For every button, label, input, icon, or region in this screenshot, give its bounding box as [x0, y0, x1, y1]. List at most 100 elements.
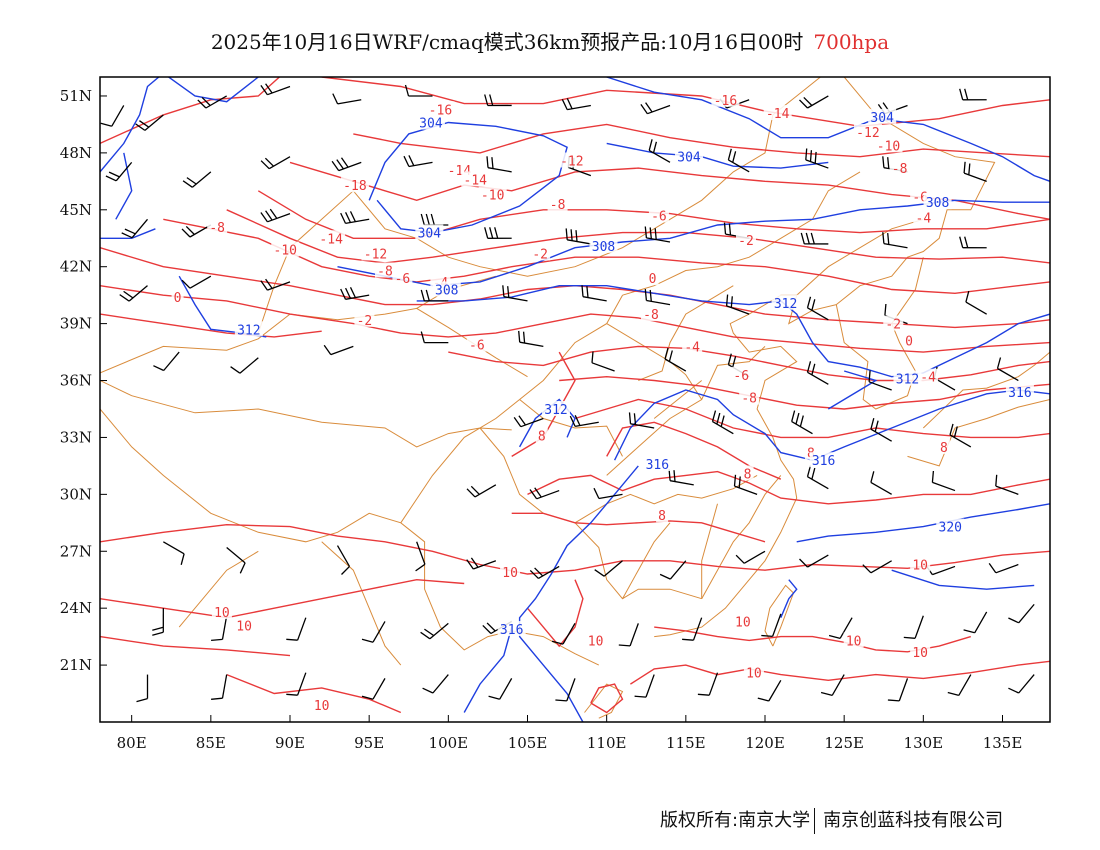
wind-barb: [226, 546, 246, 574]
y-tick-label: 33N: [60, 428, 92, 446]
y-tick-label: 39N: [60, 315, 92, 333]
temperature-label: -10: [481, 189, 504, 204]
geopotential-label: 316: [1008, 386, 1031, 401]
temperature-label: 8: [940, 441, 948, 456]
temperature-label: -6: [395, 272, 411, 287]
geopotential-contour-line: [613, 389, 1050, 461]
temperature-contour-line: [100, 285, 1050, 353]
temperature-contour-line: [527, 470, 1050, 505]
contour-label-background: [478, 186, 507, 202]
x-tick-label: 110E: [587, 734, 627, 752]
temperature-contour-line: [606, 421, 782, 480]
temperature-label: -8: [643, 308, 659, 323]
wind-barb: [594, 560, 623, 577]
temperature-label: -2: [738, 234, 754, 249]
wind-barb: [697, 672, 719, 696]
contour-label-background: [535, 427, 548, 443]
wind-barb: [181, 224, 212, 238]
chart-title: 2025年10月16日WRF/cmaq模式36km预报产品:10月16日00时 7…: [0, 26, 1100, 55]
temperature-label: -6: [733, 369, 749, 384]
temperature-contour-line: [526, 579, 584, 648]
province-boundary-line: [479, 427, 702, 600]
contour-label-background: [910, 643, 931, 659]
wind-barb: [727, 148, 750, 173]
province-boundary-line: [100, 380, 512, 448]
contour-label-background: [732, 613, 753, 629]
wind-barb: [761, 613, 782, 638]
footer-separator: [814, 808, 816, 834]
contour-label-background: [271, 241, 300, 257]
x-tick-label: 80E: [117, 734, 147, 752]
contour-label-background: [771, 294, 800, 310]
contour-label-background: [743, 664, 764, 680]
wind-barb: [1008, 603, 1035, 624]
contour-label-background: [497, 621, 526, 637]
wind-barb: [996, 357, 1019, 382]
contour-label-background: [641, 306, 661, 322]
temperature-label: -8: [209, 221, 225, 236]
province-boundary-line: [907, 399, 1050, 467]
x-tick-label: 85E: [196, 734, 226, 752]
geopotential-label: 308: [592, 240, 615, 255]
contour-label-background: [731, 366, 752, 382]
wind-barb: [361, 678, 386, 700]
contour-label-background: [557, 152, 586, 168]
wind-barb: [925, 564, 956, 576]
wind-barb: [100, 105, 125, 127]
temperature-label: -4: [684, 340, 700, 355]
x-tick-label: 115E: [666, 734, 706, 752]
wind-barb: [211, 615, 228, 642]
wind-barb: [711, 410, 734, 435]
wind-barb: [260, 83, 291, 96]
geopotential-contour-line: [606, 77, 1050, 182]
temperature-label: -2: [357, 314, 373, 329]
geopotential-contour-line: [606, 142, 829, 169]
contour-label-background: [646, 270, 659, 286]
contour-label-background: [171, 289, 184, 305]
wind-barb: [518, 330, 544, 348]
contour-label-background: [910, 556, 931, 572]
temperature-contour-line: [100, 523, 1050, 575]
contour-label-background: [211, 603, 232, 619]
temperature-label: -14: [766, 107, 790, 122]
wind-barb: [659, 560, 687, 580]
contour-label-background: [354, 311, 375, 327]
wind-barb: [799, 554, 829, 568]
temperature-contour-line: [559, 375, 1050, 410]
geopotential-contour-line: [463, 626, 513, 713]
wind-barb: [593, 487, 623, 500]
province-boundary-line: [178, 550, 259, 628]
geopotential-contour-line: [518, 465, 639, 722]
contour-label-background: [416, 114, 445, 130]
wind-barb: [1008, 674, 1035, 694]
wind-barb: [466, 484, 497, 498]
wind-barb: [340, 211, 370, 225]
geopotential-label: 316: [812, 454, 835, 469]
wind-barb: [963, 161, 987, 182]
contour-label-background: [375, 262, 395, 278]
province-boundary-line: [400, 399, 520, 524]
wind-barb: [806, 296, 829, 321]
temperature-label: -4: [920, 371, 936, 386]
temperature-label: 0: [174, 291, 182, 306]
y-tick-label: 45N: [60, 201, 92, 219]
temperature-contour-line: [100, 635, 291, 657]
map-frame: [99, 76, 1051, 723]
wind-barb: [105, 161, 133, 182]
wind-barb: [664, 347, 687, 372]
temperature-label: 10: [735, 615, 751, 630]
geopotential-label: 308: [926, 196, 949, 211]
wind-barb: [828, 617, 853, 640]
title-main: 2025年10月16日WRF/cmaq模式36km预报产品:10月16日00时: [210, 30, 804, 54]
wind-barb: [230, 357, 259, 374]
wind-barb: [882, 232, 908, 249]
y-tick-label: 27N: [60, 542, 92, 560]
geopotential-contour-line: [115, 152, 133, 220]
y-tick-label: 48N: [60, 144, 92, 162]
plot-area: -16-16-14-12-10-8-6-4-14-14-12-10-8-6-18…: [100, 77, 1050, 722]
wind-barb: [903, 615, 924, 639]
wind-barb: [628, 412, 655, 429]
temperature-label: -12: [560, 154, 583, 169]
temperature-label: -14: [319, 232, 343, 247]
wind-barb: [286, 672, 307, 696]
